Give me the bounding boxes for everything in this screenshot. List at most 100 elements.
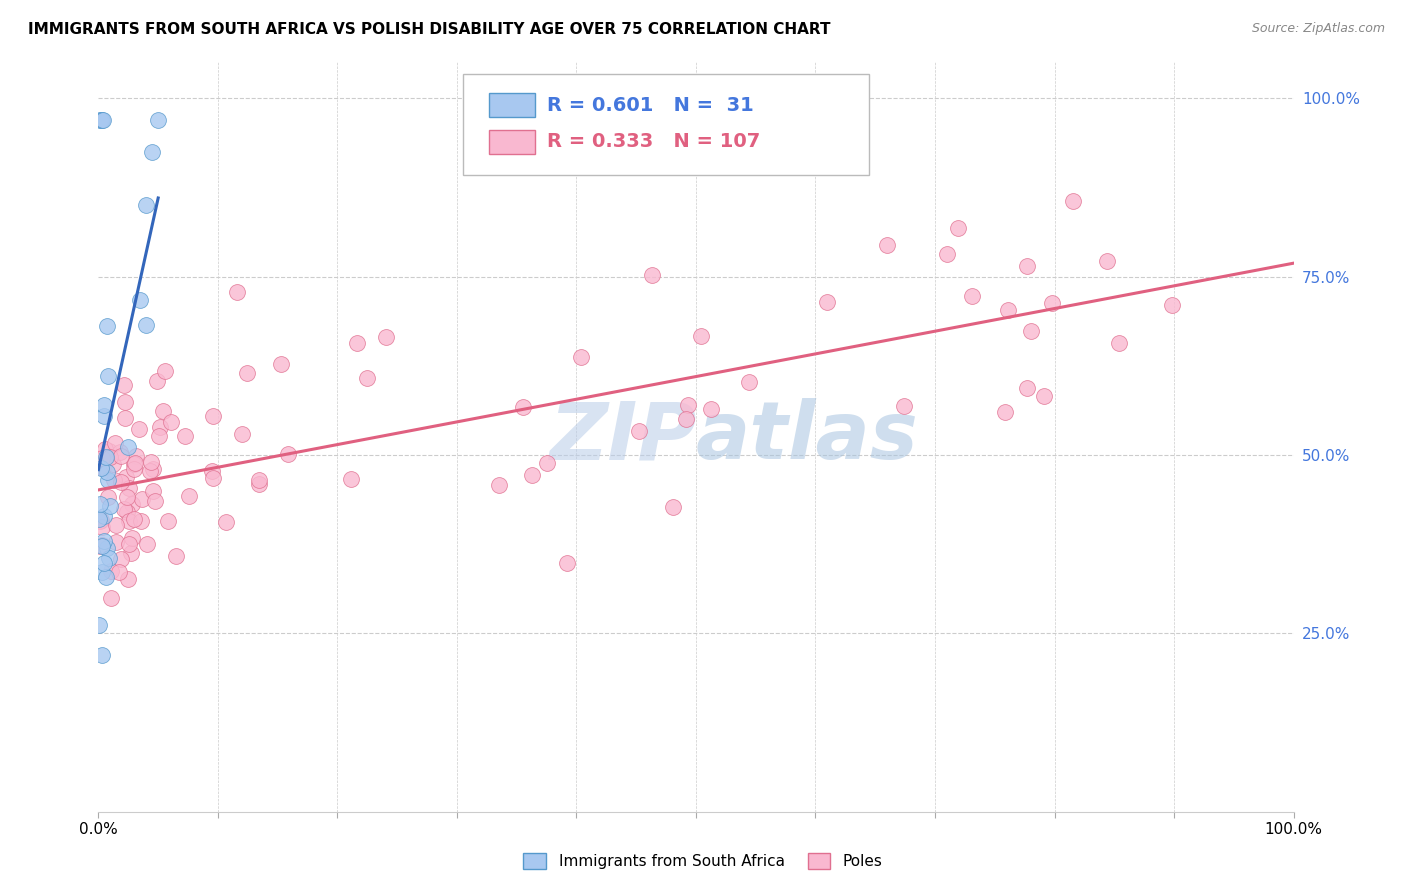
FancyBboxPatch shape — [489, 130, 534, 153]
Point — [90, 450, 112, 465]
Point — [121, 497, 143, 511]
Point — [146, 374, 169, 388]
Point — [159, 415, 181, 429]
Point — [247, 476, 270, 491]
Text: R = 0.601   N =  31: R = 0.601 N = 31 — [547, 95, 754, 115]
Point — [96, 570, 118, 584]
Point — [112, 502, 135, 516]
Point — [236, 366, 259, 380]
Point — [142, 484, 165, 499]
Point — [202, 409, 225, 424]
Text: IMMIGRANTS FROM SOUTH AFRICA VS POLISH DISABILITY AGE OVER 75 CORRELATION CHART: IMMIGRANTS FROM SOUTH AFRICA VS POLISH D… — [28, 22, 831, 37]
Point — [110, 449, 132, 463]
Point — [138, 464, 160, 478]
Point — [145, 494, 167, 508]
Point — [690, 329, 713, 343]
Text: atlas: atlas — [696, 398, 918, 476]
Point — [89, 514, 111, 528]
Point — [87, 511, 110, 525]
Point — [876, 237, 898, 252]
Point — [135, 198, 157, 212]
Point — [1108, 336, 1130, 351]
Point — [247, 473, 270, 487]
Point — [114, 395, 136, 409]
Point — [103, 473, 125, 487]
Point — [536, 456, 558, 470]
Point — [91, 112, 114, 127]
Point — [100, 564, 122, 578]
Point — [569, 350, 592, 364]
Point — [148, 112, 170, 127]
Point — [93, 533, 115, 548]
Point — [115, 470, 138, 484]
Point — [148, 428, 170, 442]
Point — [946, 220, 969, 235]
Point — [118, 515, 141, 529]
Point — [90, 539, 112, 553]
Point — [93, 556, 115, 570]
Point — [112, 378, 135, 392]
Point — [125, 449, 148, 463]
Point — [93, 398, 115, 412]
Point — [157, 514, 180, 528]
Point — [108, 444, 131, 458]
Point — [124, 456, 146, 470]
Point — [118, 537, 141, 551]
Point — [641, 268, 664, 282]
Point — [97, 474, 120, 488]
Point — [89, 112, 111, 127]
Text: R = 0.333   N = 107: R = 0.333 N = 107 — [547, 132, 759, 152]
Point — [1062, 194, 1084, 208]
Text: ZIP: ZIP — [548, 398, 696, 476]
Point — [997, 303, 1019, 318]
Point — [628, 424, 651, 438]
Point — [960, 289, 983, 303]
Point — [114, 411, 136, 425]
Point — [340, 472, 363, 486]
Point — [1032, 389, 1054, 403]
Point — [120, 546, 142, 560]
Point — [98, 444, 121, 458]
Point — [1161, 298, 1184, 312]
Point — [121, 531, 143, 545]
Point — [512, 401, 534, 415]
Point — [700, 402, 723, 417]
Point — [994, 405, 1017, 419]
Point — [94, 450, 117, 465]
Point — [117, 491, 139, 505]
Point — [675, 412, 697, 426]
Point — [1019, 324, 1042, 338]
FancyBboxPatch shape — [489, 93, 534, 117]
Point — [122, 458, 145, 472]
Point — [177, 489, 200, 503]
Point — [91, 460, 114, 475]
Point — [142, 462, 165, 476]
Point — [520, 468, 543, 483]
Point — [91, 112, 114, 127]
Point — [141, 145, 163, 159]
FancyBboxPatch shape — [463, 74, 869, 175]
Point — [91, 538, 114, 552]
Point — [678, 398, 700, 412]
Point — [737, 375, 759, 389]
Point — [103, 457, 125, 471]
Point — [128, 422, 150, 436]
Point — [277, 447, 299, 461]
Point — [488, 478, 510, 492]
Point — [97, 369, 120, 384]
Point — [98, 499, 121, 513]
Point — [135, 318, 157, 333]
Point — [270, 357, 292, 371]
Point — [1097, 254, 1119, 268]
Point — [115, 505, 138, 519]
Point — [87, 618, 110, 632]
Point — [97, 490, 120, 504]
Point — [122, 512, 145, 526]
Point — [131, 514, 153, 528]
Point — [231, 426, 253, 441]
Point — [152, 404, 174, 418]
Point — [555, 557, 578, 571]
Legend: Immigrants from South Africa, Poles: Immigrants from South Africa, Poles — [517, 847, 889, 875]
Point — [662, 500, 685, 514]
Point — [93, 409, 115, 423]
